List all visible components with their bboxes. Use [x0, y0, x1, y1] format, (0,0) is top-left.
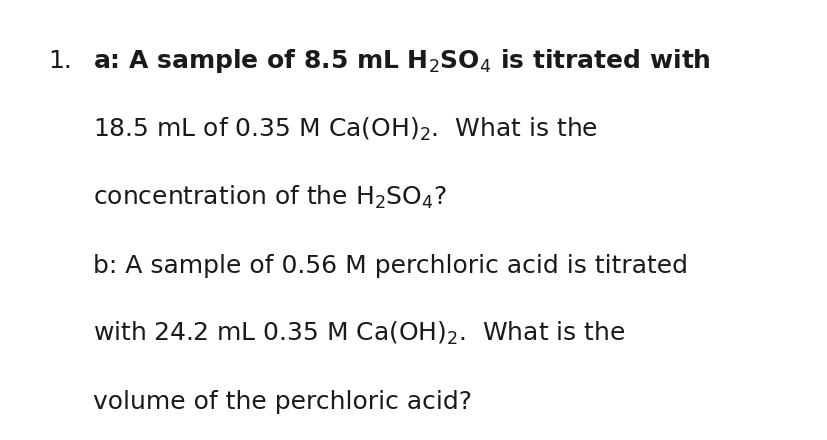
Text: 1.: 1.	[48, 49, 72, 73]
Text: b: A sample of 0.56 M perchloric acid is titrated: b: A sample of 0.56 M perchloric acid is…	[93, 254, 687, 278]
Text: volume of the perchloric acid?: volume of the perchloric acid?	[93, 390, 471, 414]
Text: with 24.2 mL 0.35 M Ca(OH)$_{2}$.  What is the: with 24.2 mL 0.35 M Ca(OH)$_{2}$. What i…	[93, 320, 624, 347]
Text: 18.5 mL of 0.35 M Ca(OH)$_{2}$.  What is the: 18.5 mL of 0.35 M Ca(OH)$_{2}$. What is …	[93, 115, 597, 143]
Text: concentration of the H$_{2}$SO$_{4}$?: concentration of the H$_{2}$SO$_{4}$?	[93, 183, 447, 211]
Text: a: A sample of 8.5 mL H$_{2}$SO$_{4}$ is titrated with: a: A sample of 8.5 mL H$_{2}$SO$_{4}$ is…	[93, 47, 710, 75]
